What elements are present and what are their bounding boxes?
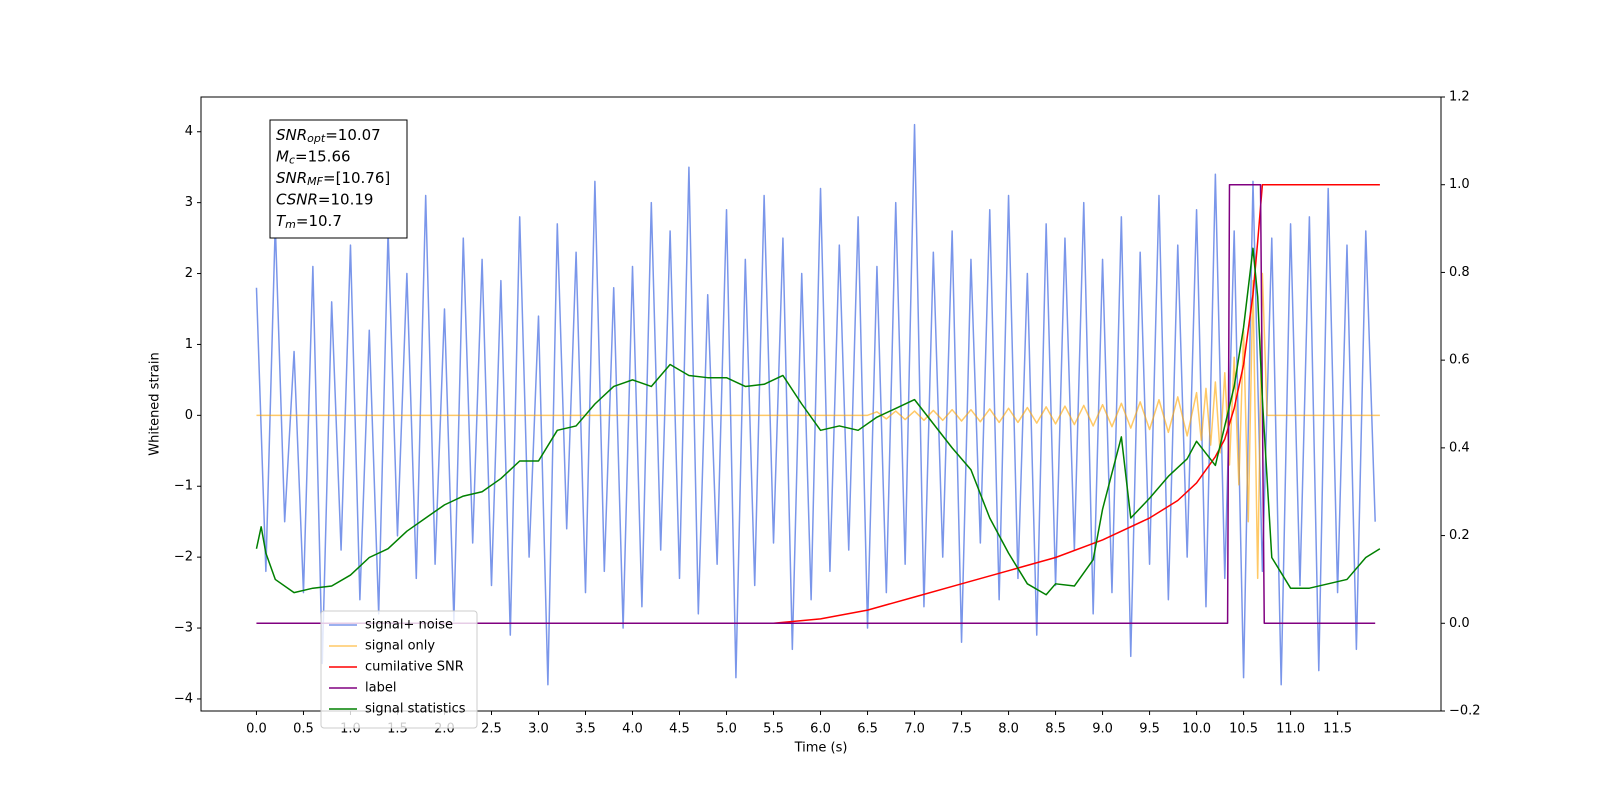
annotation-subscript: opt — [307, 132, 326, 145]
x-tick-label: 11.5 — [1323, 722, 1352, 737]
annotation-symbol: SNR — [276, 126, 307, 144]
x-tick-label: 8.0 — [998, 722, 1019, 737]
x-tick-label: 5.5 — [763, 722, 784, 737]
y-tick-label: −4 — [174, 691, 193, 706]
y-tick-label: 2 — [185, 266, 193, 281]
x-axis-label: Time (s) — [794, 741, 848, 756]
annotation-symbol: CSNR — [276, 190, 318, 208]
x-tick-label: 10.0 — [1182, 722, 1211, 737]
annotation-text: SNRMF=[10.76] — [276, 169, 390, 189]
y-tick-label: 3 — [185, 195, 193, 210]
annotation-symbol: SNR — [276, 169, 307, 187]
x-tick-label: 7.0 — [904, 722, 925, 737]
x-tick-label: 4.5 — [669, 722, 690, 737]
x-tick-label: 3.5 — [575, 722, 596, 737]
x-tick-label: 5.0 — [716, 722, 737, 737]
x-tick-label: 0.5 — [293, 722, 314, 737]
legend-label: signal+ noise — [365, 618, 453, 633]
x-tick-label: 10.5 — [1229, 722, 1258, 737]
x-tick-label: 11.0 — [1276, 722, 1305, 737]
annotation-text: CSNR=10.19 — [276, 190, 373, 208]
annotation-subscript: MF — [307, 175, 323, 188]
x-tick-label: 2.5 — [481, 722, 502, 737]
legend-box — [320, 610, 478, 729]
series-line — [255, 123, 1376, 686]
y-tick-label: −1 — [174, 479, 193, 494]
annotation-symbol: T — [276, 212, 287, 230]
annotation-value: =10.07 — [325, 126, 381, 144]
y-tick-label: −2 — [174, 550, 193, 565]
annotation-box — [269, 119, 408, 239]
y2-tick-label: 0.6 — [1449, 353, 1470, 368]
annotation-text: Mc=15.66 — [276, 147, 351, 167]
y2-tick-label: 1.2 — [1449, 90, 1470, 105]
x-tick-label: 9.0 — [1092, 722, 1113, 737]
annotation-text: Tm=10.7 — [276, 212, 342, 232]
legend-label: cumilative SNR — [365, 660, 464, 675]
x-tick-label: 6.0 — [810, 722, 831, 737]
y-tick-label: 1 — [185, 337, 193, 352]
annotation-value: =10.7 — [296, 212, 342, 230]
annotation-text: SNRopt=10.07 — [276, 126, 381, 146]
legend-label: signal only — [365, 639, 435, 654]
x-tick-label: 0.0 — [246, 722, 267, 737]
y2-tick-label: −0.2 — [1449, 704, 1481, 719]
y2-tick-label: 0.4 — [1449, 440, 1470, 455]
series-line — [256, 183, 1380, 625]
annotation-subscript: m — [285, 218, 296, 231]
legend-label: label — [365, 681, 396, 696]
series-line — [256, 183, 1376, 625]
x-tick-label: 6.5 — [857, 722, 878, 737]
y-tick-label: 4 — [185, 124, 193, 139]
annotation-value: =[10.76] — [323, 169, 390, 187]
y2-tick-label: 0.2 — [1449, 528, 1470, 543]
annotation-value: =10.19 — [318, 190, 374, 208]
x-tick-label: 3.0 — [528, 722, 549, 737]
legend-label: signal statistics — [365, 702, 466, 717]
annotation-value: =15.66 — [295, 147, 351, 165]
y-tick-label: −3 — [174, 621, 193, 636]
x-tick-label: 9.5 — [1139, 722, 1160, 737]
y2-tick-label: 0.8 — [1449, 265, 1470, 280]
y-tick-label: 0 — [185, 408, 193, 423]
x-tick-label: 4.0 — [622, 722, 643, 737]
y-axis-label: Whitened strain — [148, 352, 163, 455]
series-line — [255, 247, 1381, 596]
y2-tick-label: 0.0 — [1449, 616, 1470, 631]
x-tick-label: 8.5 — [1045, 722, 1066, 737]
series-line — [256, 272, 1380, 580]
x-tick-label: 7.5 — [951, 722, 972, 737]
annotation-symbol: M — [276, 147, 289, 165]
y2-tick-label: 1.0 — [1449, 177, 1470, 192]
annotation-subscript: c — [289, 154, 295, 167]
